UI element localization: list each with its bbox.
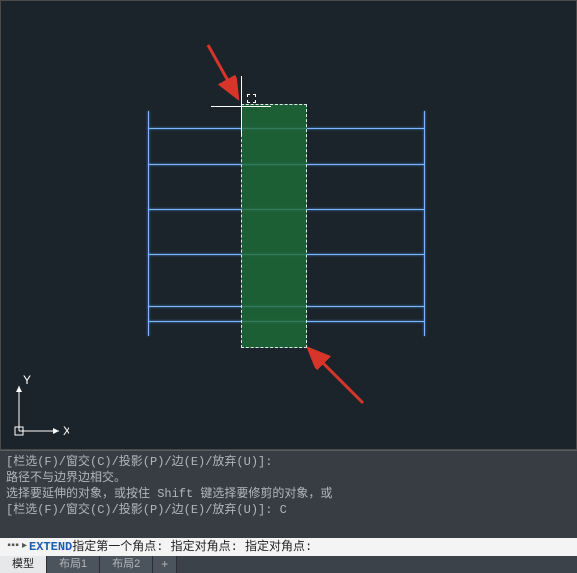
selection-rectangle	[241, 104, 307, 348]
vline-left	[148, 111, 149, 336]
command-name: EXTEND	[29, 538, 72, 556]
arrow-line-2	[311, 351, 363, 403]
arrow-line-1	[208, 45, 236, 95]
command-input[interactable]: ▪▪▪ ▸ EXTEND 指定第一个角点: 指定对角点: 指定对角点:	[0, 538, 577, 556]
cmd-log-line-2: 路径不与边界边相交。	[6, 470, 571, 486]
pickbox	[247, 94, 256, 103]
layout-tabs: 模型 布局1 布局2 +	[0, 556, 577, 573]
vline-right	[424, 111, 425, 336]
cmd-log-line-4: [栏选(F)/窗交(C)/投影(P)/边(E)/放弃(U)]: C	[6, 502, 571, 518]
tab-layout2[interactable]: 布局2	[100, 556, 153, 573]
command-history: [栏选(F)/窗交(C)/投影(P)/边(E)/放弃(U)]: 路径不与边界边相…	[0, 450, 577, 538]
crosshair-vertical	[241, 76, 242, 136]
drawing-canvas[interactable]: X Y	[0, 0, 577, 450]
tab-add[interactable]: +	[153, 556, 177, 573]
ucs-icon: X Y	[9, 371, 69, 441]
ucs-x-label: X	[63, 424, 69, 438]
command-rest: 指定第一个角点: 指定对角点: 指定对角点:	[72, 538, 312, 556]
cmd-log-line-3: 选择要延伸的对象，或按住 Shift 键选择要修剪的对象，或	[6, 486, 571, 502]
cmd-log-line-1: [栏选(F)/窗交(C)/投影(P)/边(E)/放弃(U)]:	[6, 454, 571, 470]
command-caret-icon: ▪▪▪ ▸	[6, 538, 25, 556]
tab-layout1[interactable]: 布局1	[47, 556, 100, 573]
ucs-y-label: Y	[23, 373, 31, 387]
tab-model[interactable]: 模型	[0, 556, 47, 573]
